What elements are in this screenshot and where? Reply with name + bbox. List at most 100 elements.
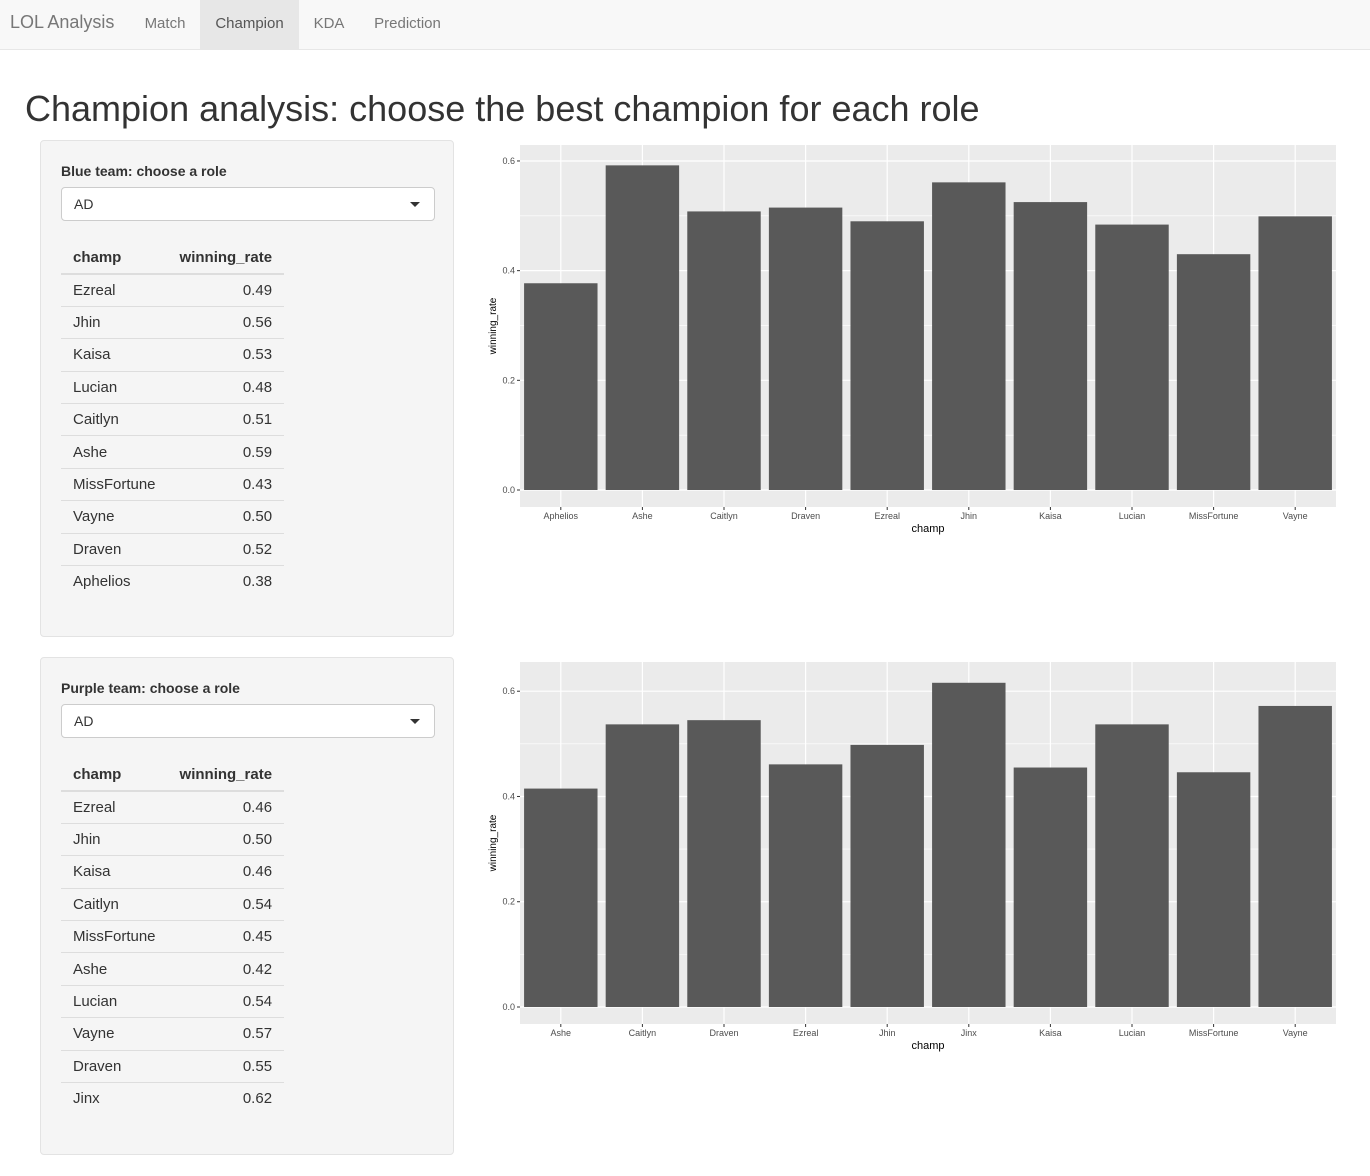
table-row: Jhin 0.50 — [61, 822, 285, 856]
rate-cell: 0.54 — [167, 887, 285, 921]
rate-cell: 0.54 — [167, 984, 285, 1018]
rate-cell: 0.50 — [167, 500, 285, 534]
bar-jinx — [932, 682, 1006, 1007]
purple-champ-table: champ winning_rate Ezreal 0.46 Jhin 0.50 K… — [61, 758, 285, 1115]
bar-vayne — [1258, 216, 1332, 490]
x-tick-label: Kaisa — [1039, 511, 1062, 521]
purple-role-select[interactable]: AD — [61, 704, 435, 738]
y-tick-label: 0.2 — [502, 375, 515, 385]
blue-role-label: Blue team: choose a role — [61, 163, 227, 179]
x-axis-title: champ — [911, 1040, 944, 1052]
purple-winning-rate-chart: 0.0 0.2 0.4 0.6 Ashe Caitlyn Draven Ezreal Jhin J… — [488, 662, 1336, 1052]
champ-cell: Kaisa — [61, 855, 168, 889]
table-row: MissFortune 0.43 — [61, 467, 285, 501]
champ-cell: Lucian — [61, 370, 168, 404]
y-tick-label: 0.6 — [502, 156, 515, 166]
champ-cell: MissFortune — [61, 467, 168, 501]
table-row: Vayne 0.57 — [61, 1017, 285, 1051]
page-title: Champion analysis: choose the best champ… — [25, 88, 980, 129]
tab-champion[interactable]: Champion — [200, 0, 299, 49]
tab-label: Match — [144, 15, 186, 32]
champ-cell: Ezreal — [73, 798, 116, 816]
x-tick-label: Vayne — [1283, 1028, 1308, 1038]
rate-cell: 0.50 — [167, 822, 285, 856]
champ-cell: Kaisa — [61, 338, 168, 372]
table-row: Kaisa 0.53 — [61, 338, 285, 372]
rate-cell: 0.43 — [167, 467, 285, 501]
rate-cell: 0.57 — [167, 1017, 285, 1051]
table-row: Caitlyn 0.51 — [61, 403, 285, 436]
x-tick-label: Kaisa — [1039, 1028, 1062, 1038]
table-row: Draven 0.55 — [61, 1049, 285, 1083]
rate-cell: 0.55 — [167, 1049, 285, 1083]
x-tick-label: Ashe — [551, 1028, 572, 1038]
champ-cell: Ashe — [61, 952, 168, 986]
rate-cell: 0.56 — [167, 305, 285, 339]
x-tick-label: Caitlyn — [629, 1028, 657, 1038]
column-header-champ: champ — [61, 758, 168, 792]
y-tick-label: 0.4 — [502, 791, 515, 801]
table-row: Jhin 0.56 — [61, 305, 285, 339]
champ-cell: Vayne — [61, 500, 168, 534]
y-tick-label: 0.0 — [502, 1002, 515, 1012]
blue-champ-table: champ winning_rate Ezreal 0.49 Jhin 0.56 K… — [61, 241, 285, 598]
table-header-row: champ winning_rate — [61, 241, 285, 275]
column-header-champ: champ — [61, 241, 168, 275]
app-brand[interactable]: LOL Analysis — [10, 12, 115, 32]
table-row: Lucian 0.48 — [61, 370, 285, 404]
x-tick-label: Ezreal — [874, 511, 900, 521]
x-tick-label: Ezreal — [793, 1028, 819, 1038]
table-row: Ezreal 0.49 — [61, 274, 284, 306]
rate-cell: 0.45 — [167, 920, 285, 953]
tab-prediction[interactable]: Prediction — [359, 0, 456, 49]
y-tick-label: 0.6 — [502, 686, 515, 696]
bar-caitlyn — [687, 211, 761, 490]
x-tick-label: Jinx — [961, 1028, 978, 1038]
champ-cell: Caitlyn — [61, 887, 168, 921]
table-row: Aphelios 0.38 — [61, 565, 285, 598]
blue-team-panel: Blue team: choose a role AD champ winnin… — [40, 140, 454, 637]
x-axis-title: champ — [911, 523, 944, 535]
x-tick-label: MissFortune — [1189, 511, 1239, 521]
column-header-winning-rate: winning_rate — [167, 241, 285, 275]
tab-kda[interactable]: KDA — [299, 0, 359, 49]
rate-cell: 0.38 — [167, 565, 285, 598]
tab-label: Champion — [215, 15, 284, 32]
tab-label: KDA — [313, 15, 345, 32]
bar-aphelios — [524, 283, 598, 490]
table-row: Ashe 0.42 — [61, 952, 285, 986]
x-tick-label: Vayne — [1283, 511, 1308, 521]
y-tick-label: 0.2 — [502, 897, 515, 907]
table-row: Vayne 0.50 — [61, 500, 285, 534]
champ-cell: Aphelios — [61, 565, 168, 598]
rate-cell: 0.48 — [167, 370, 285, 404]
x-tick-label: MissFortune — [1189, 1028, 1239, 1038]
bar-jhin — [932, 182, 1006, 490]
tab-match[interactable]: Match — [130, 0, 200, 49]
x-tick-label: Draven — [791, 511, 820, 521]
x-tick-label: Aphelios — [544, 511, 579, 521]
rate-cell: 0.46 — [167, 855, 285, 889]
champ-cell: Jinx — [61, 1082, 168, 1115]
y-axis-title: winning_rate — [488, 297, 499, 355]
y-tick-label: 0.4 — [502, 266, 515, 276]
table-row: Jinx 0.62 — [61, 1082, 285, 1115]
bar-missfortune — [1176, 254, 1251, 490]
x-tick-label: Ashe — [632, 511, 653, 521]
x-tick-label: Draven — [709, 1028, 738, 1038]
y-tick-label: 0.0 — [502, 485, 515, 495]
bar-caitlyn — [605, 724, 680, 1007]
table-row: Caitlyn 0.54 — [61, 887, 285, 921]
bar-jhin — [850, 744, 924, 1007]
table-row: MissFortune 0.45 — [61, 920, 285, 953]
bar-kaisa — [1013, 202, 1088, 490]
bar-missfortune — [1176, 772, 1251, 1007]
bar-ezreal — [850, 221, 924, 490]
bar-ezreal — [768, 764, 843, 1007]
champ-cell: Ashe — [61, 435, 168, 469]
table-row: Kaisa 0.46 — [61, 855, 285, 889]
champ-cell: Draven — [61, 1049, 168, 1083]
blue-role-select[interactable]: AD — [61, 187, 435, 221]
bar-draven — [687, 720, 761, 1007]
top-navbar: LOL Analysis Match Champion KDA Predicti… — [0, 0, 1370, 50]
